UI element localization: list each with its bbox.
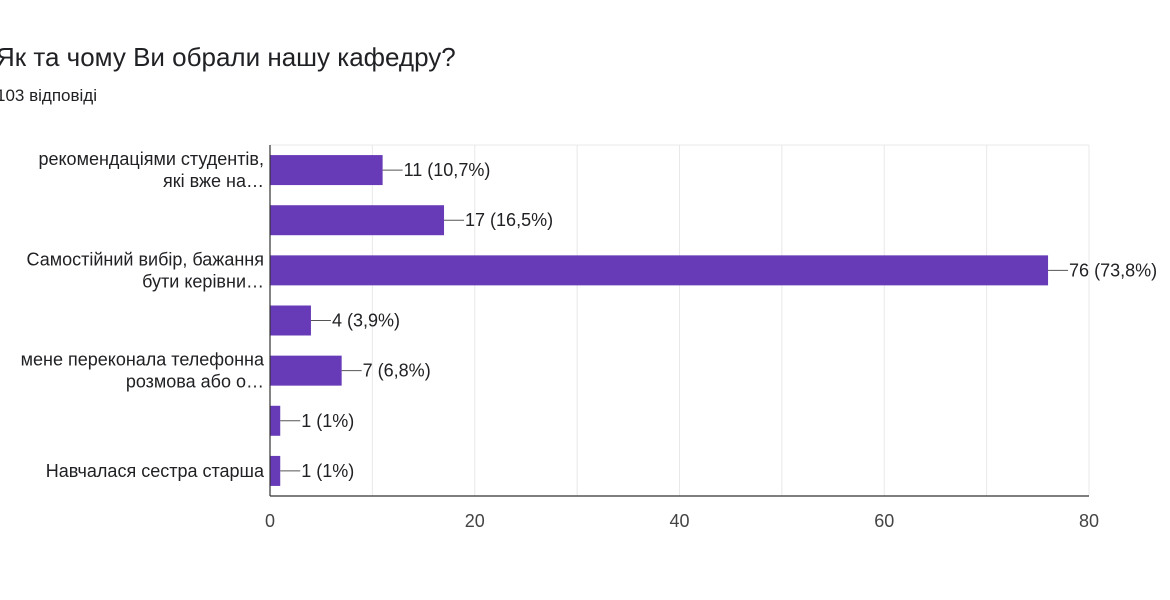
category-label: бути керівни… (142, 271, 264, 291)
category-label: рекомендаціями студентів, (38, 149, 264, 169)
x-tick-label: 80 (1079, 511, 1099, 531)
x-tick-label: 40 (669, 511, 689, 531)
bar[interactable] (270, 355, 342, 386)
data-label: 1 (1%) (301, 411, 354, 431)
bar[interactable] (270, 455, 281, 486)
data-label: 1 (1%) (301, 461, 354, 481)
category-label: Самостійний вибір, бажання (27, 249, 264, 269)
bars (270, 155, 1049, 486)
x-tick-label: 20 (465, 511, 485, 531)
response-count: 103 відповіді (0, 86, 97, 105)
category-label: Навчалася сестра старша (46, 461, 265, 481)
data-label: 17 (16,5%) (465, 210, 553, 230)
labels: 11 (10,7%) рекомендаціями студентів,які в… (21, 149, 1157, 481)
bar[interactable] (270, 405, 281, 436)
data-label: 11 (10,7%) (404, 160, 491, 180)
category-label: які вже на… (163, 171, 264, 191)
x-tick-label: 60 (874, 511, 894, 531)
bar[interactable] (270, 255, 1049, 286)
bar[interactable] (270, 305, 311, 336)
axes: 0 20 40 60 80 (265, 145, 1099, 531)
category-label: розмова або о… (126, 372, 264, 392)
bar[interactable] (270, 155, 383, 186)
data-label: 76 (73,8%) (1069, 260, 1157, 280)
data-label: 4 (3,9%) (332, 311, 400, 331)
bar[interactable] (270, 205, 445, 236)
chart-title: Як та чому Ви обрали нашу кафедру? (0, 42, 456, 72)
category-label: мене переконала телефонна (21, 350, 265, 370)
gridlines (270, 144, 1090, 496)
data-label: 7 (6,8%) (363, 361, 431, 381)
x-tick-label: 0 (265, 511, 275, 531)
